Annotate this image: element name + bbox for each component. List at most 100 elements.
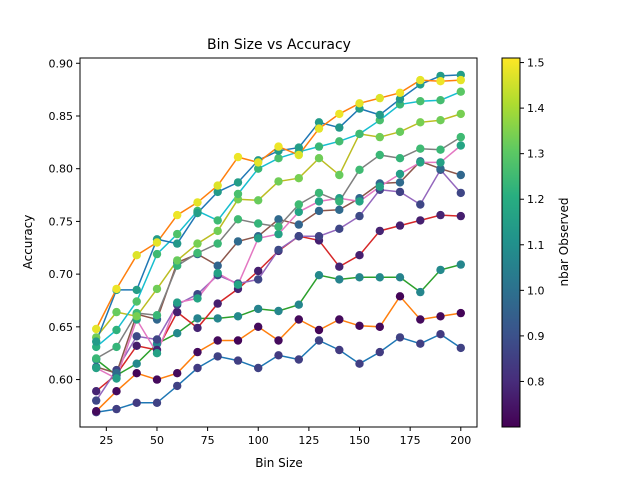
data-point (92, 387, 101, 396)
data-point (213, 216, 222, 225)
data-point (132, 359, 141, 368)
data-point (152, 375, 162, 384)
data-point (355, 359, 364, 368)
colorbar-tick-label: 0.9 (527, 330, 545, 343)
y-axis-label: Accuracy (21, 215, 35, 270)
data-point (193, 248, 202, 258)
data-point (335, 170, 344, 180)
data-point (274, 245, 283, 255)
data-point (436, 77, 445, 86)
colorbar-tick-label: 1.5 (527, 57, 545, 70)
data-point (416, 315, 425, 324)
data-point (456, 87, 465, 96)
data-point (314, 206, 324, 216)
data-point (132, 369, 141, 378)
data-point (132, 332, 141, 341)
data-point (416, 144, 425, 153)
data-point (233, 178, 243, 187)
data-point (375, 273, 384, 282)
data-point (112, 342, 121, 352)
data-point (254, 158, 263, 167)
data-point (335, 197, 344, 206)
data-point (335, 123, 344, 132)
data-point (294, 207, 303, 217)
data-point (173, 229, 182, 239)
data-point (436, 158, 445, 167)
data-point (395, 94, 405, 104)
data-point (294, 143, 303, 152)
x-tick-label: 175 (400, 434, 421, 447)
data-point (416, 158, 425, 167)
colorbar-ticks: 0.8 0.9 1.0 1.1 1.2 1.3 1.4 1.5 (520, 57, 545, 388)
y-tick-label: 0.65 (49, 321, 74, 334)
data-point (193, 208, 202, 218)
data-point (395, 127, 405, 136)
data-point (294, 200, 303, 209)
data-point (416, 118, 425, 127)
data-point (335, 137, 344, 146)
data-point (436, 265, 445, 275)
data-point (152, 335, 162, 344)
data-point (294, 300, 303, 309)
data-point (274, 142, 283, 151)
data-point (92, 407, 101, 416)
data-point (416, 97, 425, 106)
y-tick-label: 0.60 (49, 374, 74, 387)
data-point (416, 75, 425, 85)
y-tick-label: 0.75 (49, 215, 74, 228)
series-lines (95, 74, 462, 413)
colorbar-tick-label: 1.4 (527, 102, 545, 115)
data-point (314, 154, 324, 163)
data-point (92, 324, 101, 334)
data-point (233, 336, 243, 345)
series-line-1 (96, 333, 462, 413)
data-point (456, 308, 465, 318)
plot-frame (79, 57, 478, 428)
data-point (132, 398, 141, 407)
data-point (233, 152, 243, 162)
data-point (456, 132, 465, 142)
data-point (395, 169, 405, 179)
colorbar-tick-label: 1.0 (527, 284, 545, 297)
data-point (254, 266, 263, 276)
data-point (314, 142, 324, 151)
data-point (233, 237, 243, 246)
data-point (294, 174, 303, 183)
data-point (173, 329, 182, 338)
data-point (132, 297, 141, 306)
chart-title: Bin Size vs Accuracy (207, 37, 351, 53)
data-point (294, 355, 303, 364)
data-point (314, 188, 324, 198)
series-line-11 (95, 74, 461, 342)
data-point (355, 197, 364, 206)
data-point (416, 287, 425, 297)
data-point (395, 221, 405, 230)
data-point (355, 321, 364, 330)
x-tick-label: 200 (450, 434, 471, 447)
data-point (314, 325, 324, 335)
data-point (294, 232, 303, 241)
data-point (456, 260, 465, 269)
data-point (456, 343, 465, 353)
series-line-5 (95, 168, 462, 402)
y-axis: 0.60 0.65 0.70 0.75 0.80 0.85 0.90 (49, 57, 80, 387)
x-tick-label: 150 (349, 434, 370, 447)
data-point (274, 306, 283, 316)
data-point (355, 273, 364, 282)
data-point (92, 396, 101, 405)
data-point (314, 232, 324, 241)
data-point (436, 116, 445, 125)
data-point (314, 336, 324, 345)
data-point (233, 356, 243, 365)
data-point (213, 226, 222, 236)
data-point (335, 315, 344, 324)
colorbar-label: nbar Observed (557, 197, 571, 286)
colorbar-tick-label: 0.8 (527, 375, 545, 388)
y-tick-label: 0.90 (49, 57, 74, 70)
data-point (456, 211, 465, 221)
data-point (335, 205, 344, 214)
data-point (112, 284, 121, 294)
data-point (335, 224, 344, 233)
data-point (254, 196, 263, 205)
data-point (314, 118, 324, 127)
